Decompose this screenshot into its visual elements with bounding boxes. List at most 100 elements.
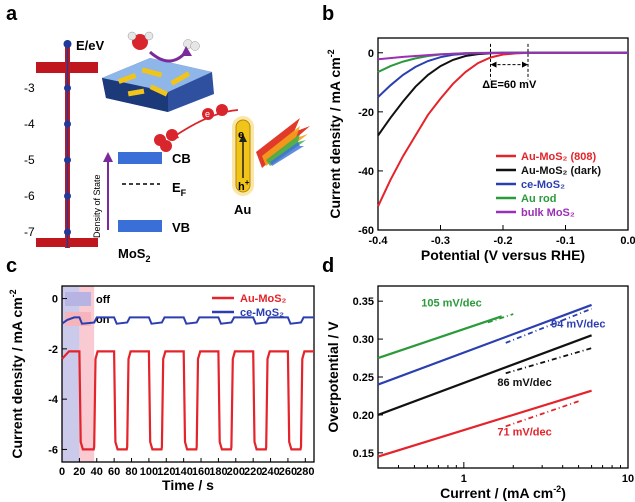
x-tick-label: 200: [227, 466, 245, 478]
dos-label: Density of State: [92, 174, 102, 238]
series-line: [377, 303, 592, 386]
legend-label: bulk MoS₂: [521, 207, 575, 219]
energy-axis-label: E/eV: [76, 38, 105, 53]
cb-label: CB: [172, 151, 191, 166]
y-tick-label: 0: [368, 48, 374, 60]
inset-legend-label: on: [96, 314, 110, 326]
y-axis-title: Current density / mA cm-2: [326, 49, 343, 218]
slope-label: 86 mV/dec: [497, 377, 551, 389]
energy-tick-dot: [64, 192, 71, 200]
light-beam-icon: [256, 118, 310, 168]
x-tick-label: -0.2: [494, 235, 513, 247]
au-electron-label: e: [238, 129, 244, 141]
energy-tick-dot: [64, 228, 71, 236]
legend-label: Au-MoS₂ (808): [521, 151, 597, 163]
energy-tick-label: -5: [24, 153, 35, 167]
annotation-arrowhead: [522, 61, 528, 68]
x-tick-label: 100: [140, 466, 158, 478]
panel-label-d: d: [322, 255, 334, 277]
panel-label-b: b: [322, 3, 334, 25]
x-tick-label: 60: [108, 466, 120, 478]
mos2-label: MoS2: [118, 246, 150, 264]
annotation-label: ΔE=60 mV: [482, 79, 537, 91]
fit-line: [487, 313, 514, 324]
legend-label: Au-MoS₂ (dark): [521, 165, 601, 177]
mos2-sheet-illustration: [102, 58, 214, 112]
electron-label: e: [205, 109, 210, 119]
annotation-arrowhead: [490, 61, 497, 68]
panel-label-c: c: [6, 255, 17, 277]
x-tick-label: 280: [296, 466, 314, 478]
x-tick-label: 120: [157, 466, 175, 478]
y-tick-label: 0.25: [353, 372, 374, 384]
x-tick-label: 80: [125, 466, 137, 478]
y-tick-label: -60: [358, 225, 374, 237]
legend-label: Au-MoS₂: [240, 293, 287, 305]
au-rod: e h+: [232, 116, 254, 196]
x-tick-label: 0.0: [620, 235, 635, 247]
x-tick-label: -0.3: [431, 235, 450, 247]
series-line: [377, 334, 592, 416]
x-axis-title: Potential (V versus RHE): [421, 247, 585, 263]
energy-tick-label: -6: [24, 189, 35, 203]
y-tick-label: 0.35: [353, 296, 374, 308]
series-line: [377, 51, 628, 61]
y-tick-label: 0.20: [353, 410, 374, 422]
y-tick-label: -6: [48, 444, 58, 456]
x-axis-title: Time / s: [162, 477, 214, 493]
dos-arrowhead: [103, 152, 113, 162]
fit-line: [505, 400, 579, 428]
y-tick-label: -40: [358, 166, 374, 178]
y-tick-label: 0: [52, 294, 58, 306]
y-tick-label: -4: [48, 394, 59, 406]
y-tick-label: 0.30: [353, 334, 374, 346]
x-tick-label: 260: [279, 466, 297, 478]
legend-label: ce-MoS₂: [521, 179, 565, 191]
ef-label: EF: [172, 180, 187, 198]
x-tick-label: -0.4: [369, 235, 389, 247]
reaction-arrowhead: [181, 46, 192, 56]
energy-tick-label: -4: [24, 117, 35, 131]
panel-label-a: a: [6, 3, 18, 25]
hydrogen-molecule: [183, 39, 200, 51]
y-axis-title: Overpotential / V: [325, 321, 341, 433]
x-tick-label: 1: [461, 473, 467, 485]
y-tick-label: 0.15: [353, 448, 374, 460]
energy-axis-top-dot: [63, 40, 72, 48]
panel-b-polarization-chart: -0.4 -0.3 -0.2 -0.1 0.0 0 -20 -40 -60 Potential (…: [326, 37, 635, 263]
series-line: [377, 51, 628, 137]
electrons-group: e: [154, 104, 228, 152]
x-tick-label: 240: [261, 466, 279, 478]
x-tick-label: 20: [73, 466, 85, 478]
series-line: [61, 316, 314, 325]
x-axis-title: Current / (mA cm-2): [440, 484, 566, 501]
y-tick-label: -20: [358, 107, 374, 119]
energy-tick-label: -3: [24, 81, 35, 95]
legend-label: Au rod: [521, 193, 556, 205]
au-hole-label: h+: [238, 178, 250, 193]
panel-d-tafel-chart: 1 10 0.15 0.20 0.25 0.30 0.35 Current / (mA cm-…: [325, 285, 634, 501]
y-axis-title: Current density / mA cm-2: [8, 289, 25, 458]
series-line: [377, 315, 503, 360]
x-tick-label: 220: [244, 466, 262, 478]
fit-line: [505, 347, 592, 375]
au-label: Au: [234, 202, 251, 217]
series-line: [377, 389, 592, 458]
slope-label: 105 mV/dec: [421, 297, 482, 309]
energy-tick-dot: [64, 156, 71, 164]
shaded-region: [62, 286, 80, 462]
inset-legend-swatch: [65, 292, 91, 306]
x-tick-label: 10: [622, 473, 634, 485]
water-molecule: [127, 31, 154, 50]
slope-label: 94 mV/dec: [551, 319, 605, 331]
schematic-panel: E/eV -3 -4 -5 -6 -7 e: [24, 31, 310, 264]
valence-band: [118, 220, 162, 232]
x-tick-label: 140: [174, 466, 192, 478]
plot-frame: [61, 285, 315, 463]
x-tick-label: 0: [59, 466, 65, 478]
series-line: [61, 350, 314, 451]
energy-tick-dot: [64, 84, 71, 92]
energy-tick-dot: [64, 120, 71, 128]
inset-legend-label: off: [96, 294, 110, 306]
